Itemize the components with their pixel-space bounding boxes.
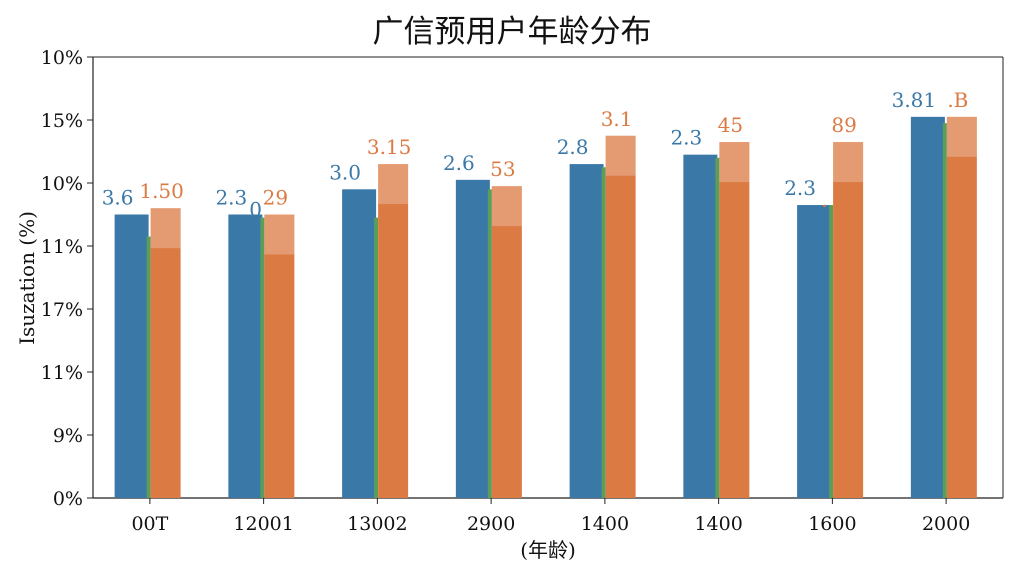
y-tick-label: 17% (41, 299, 83, 321)
bar (342, 189, 377, 499)
y-tick-label: 0% (53, 488, 83, 510)
bar (146, 236, 151, 499)
bar (455, 179, 490, 498)
bar (374, 217, 379, 498)
bars (114, 116, 977, 499)
bar (683, 154, 718, 498)
y-axis-label: Isuzation (%) (15, 211, 39, 345)
data-label: 3.1 (601, 107, 633, 131)
data-label: .B (947, 88, 968, 112)
bar (150, 208, 181, 498)
data-label: 3.0 (329, 160, 361, 184)
bar (942, 123, 947, 499)
bar (260, 217, 265, 498)
data-label: 3.15 (367, 135, 412, 159)
bar-highlight (150, 208, 181, 249)
x-tick-label: 00T (131, 513, 168, 535)
bar (228, 214, 263, 498)
bar-highlight (833, 142, 864, 183)
x-tick-label: 1400 (581, 513, 629, 535)
data-label: 2.3 (215, 186, 247, 210)
y-tick-label: 10% (41, 173, 83, 195)
bar (910, 116, 945, 498)
data-label: 2.8 (557, 135, 589, 159)
y-tick-label: 11% (41, 362, 83, 384)
data-label: 1.50 (139, 179, 184, 203)
data-label: 2.3 (784, 176, 816, 200)
bar-highlight (605, 135, 636, 176)
bar (569, 164, 604, 498)
x-tick-label: 1600 (808, 513, 856, 535)
bar (829, 205, 834, 499)
y-tick-label: 10% (41, 47, 83, 69)
x-tick-label: 1400 (694, 513, 742, 535)
bar (715, 157, 720, 499)
bar (601, 167, 606, 498)
data-label: 89 (831, 113, 856, 137)
data-label: . (821, 188, 827, 212)
y-tick-label: 15% (41, 110, 83, 132)
x-ticks: 00T 12001 13002 2900 1400 1400 1600 2000 (131, 498, 970, 535)
data-label: 0 (249, 198, 262, 222)
bar (378, 164, 409, 498)
bar (946, 116, 977, 498)
chart-title: 广信预用户年龄分布 (372, 14, 652, 50)
bar-highlight (378, 164, 409, 205)
x-tick-label: 2000 (922, 513, 970, 535)
x-tick-label: 12001 (233, 513, 293, 535)
data-label: 2.6 (443, 151, 475, 175)
x-tick-label: 2900 (467, 513, 515, 535)
data-label: 3.6 (102, 186, 134, 210)
bar (797, 205, 832, 499)
y-ticks: 0% 9% 11% 17% 11% 10% 15% 10% (41, 47, 93, 510)
data-label: 2.3 (670, 126, 702, 150)
bar (491, 186, 522, 498)
bar (264, 214, 295, 498)
bar (719, 142, 750, 499)
x-tick-label: 13002 (347, 513, 407, 535)
bar-highlight (264, 214, 295, 255)
bar-highlight (719, 142, 750, 183)
y-tick-label: 11% (41, 236, 83, 258)
bar (833, 142, 864, 499)
bar-highlight (946, 116, 977, 157)
bar-highlight (491, 186, 522, 227)
data-label: 3.81 (892, 88, 937, 112)
data-label: 45 (718, 113, 743, 137)
bar (605, 135, 636, 498)
bar (487, 189, 492, 499)
value-labels: 3.6 1.50 2.3 29 3.03.15 2.6 53 2.8 3.1 2.3 45 2.3 89… (102, 88, 969, 222)
data-label: 53 (490, 157, 515, 181)
x-axis-label: (年龄) (520, 538, 576, 562)
data-label: 29 (263, 186, 288, 210)
bar (114, 214, 149, 498)
y-tick-label: 9% (53, 425, 83, 447)
